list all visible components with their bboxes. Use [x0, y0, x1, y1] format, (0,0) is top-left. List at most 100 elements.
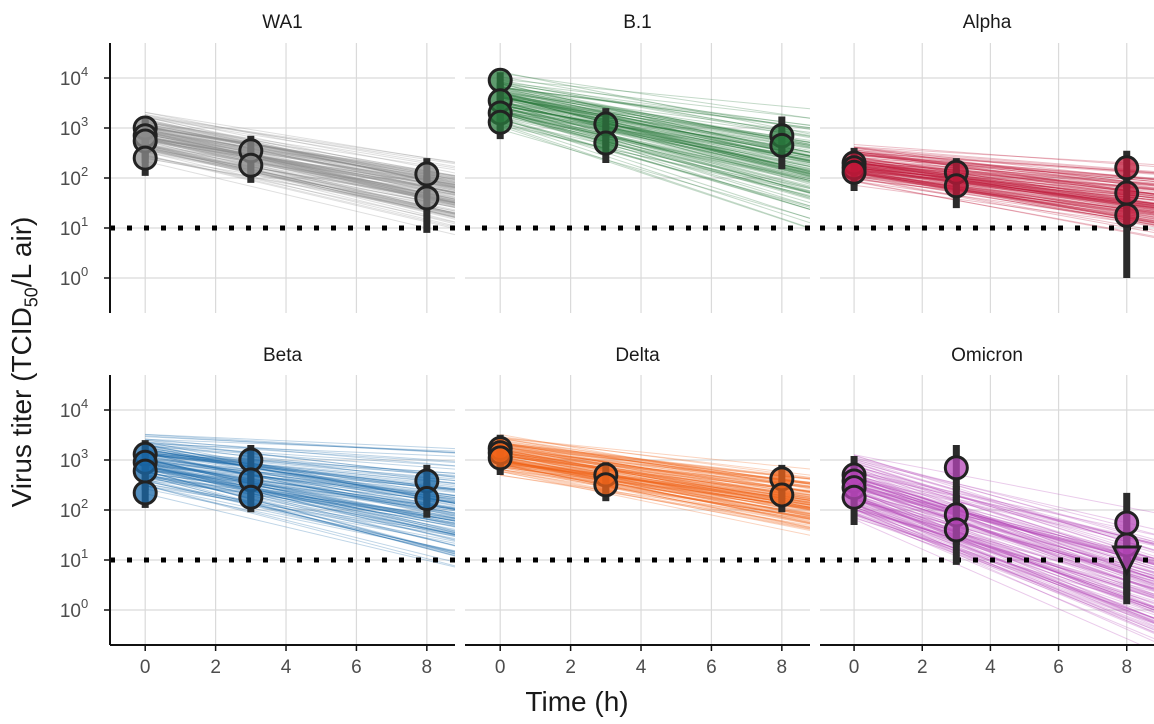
fit-line — [853, 465, 1154, 568]
fit-line — [500, 96, 810, 157]
fit-line — [853, 490, 1154, 574]
fit-line — [854, 146, 1154, 189]
x-tick-label: 8 — [1121, 657, 1132, 678]
fit-line — [854, 172, 1154, 217]
fit-line — [145, 450, 455, 490]
data-point — [943, 517, 969, 543]
fit-line — [500, 459, 810, 507]
fit-line — [145, 126, 455, 176]
fit-line — [854, 161, 1154, 195]
fit-line — [853, 478, 1154, 586]
fit-line — [853, 482, 1154, 592]
fit-line — [853, 470, 1154, 561]
fit-line — [500, 463, 810, 528]
x-tick-label: 8 — [777, 657, 788, 678]
fit-line — [500, 109, 810, 181]
fit-line — [145, 483, 455, 544]
fit-line — [854, 161, 1154, 202]
data-point — [414, 485, 440, 511]
fit-line — [145, 133, 455, 196]
fit-line — [500, 95, 810, 164]
fit-line — [145, 144, 455, 216]
fit-line — [854, 170, 1154, 201]
fit-line — [500, 444, 810, 480]
fit-line — [145, 469, 455, 503]
fit-line — [853, 503, 1154, 621]
fit-line — [500, 465, 810, 515]
fit-line — [854, 160, 1154, 191]
data-point — [593, 472, 619, 498]
fit-line — [853, 474, 1154, 564]
data-point — [1114, 510, 1140, 536]
fit-line — [500, 89, 810, 148]
fit-line — [145, 138, 455, 206]
fit-line — [145, 475, 455, 557]
fit-line — [853, 460, 1154, 551]
fit-line — [145, 122, 455, 190]
fit-line — [500, 108, 810, 164]
fit-line — [853, 497, 1154, 610]
fit-line — [500, 113, 810, 180]
fit-line — [854, 156, 1154, 181]
fit-line — [854, 173, 1154, 220]
fit-line — [500, 450, 810, 510]
fit-line — [145, 439, 455, 462]
fit-line — [145, 144, 455, 220]
fit-line — [500, 464, 810, 525]
fit-line — [853, 171, 1154, 226]
fit-line — [853, 487, 1154, 565]
fit-line — [500, 458, 810, 516]
fit-line — [145, 457, 455, 532]
fit-line — [853, 486, 1154, 562]
fit-line — [500, 454, 810, 507]
fit-line — [853, 516, 1154, 625]
fit-line — [145, 477, 455, 524]
fit-line — [500, 124, 810, 194]
fit-line — [854, 147, 1154, 186]
x-tick-label: 0 — [140, 657, 151, 678]
fit-line — [500, 94, 810, 158]
fit-line — [145, 466, 455, 520]
fit-line — [500, 454, 810, 492]
fit-line — [145, 150, 455, 207]
fit-line — [500, 445, 810, 484]
fit-line — [853, 472, 1154, 542]
fit-line — [500, 439, 810, 489]
fit-line — [853, 457, 1154, 540]
fit-line — [500, 455, 810, 517]
fit-line — [145, 140, 455, 214]
fit-line — [854, 167, 1154, 207]
fit-line — [853, 502, 1154, 631]
fit-line — [500, 445, 810, 506]
fit-line — [145, 464, 455, 497]
fit-line — [853, 484, 1154, 592]
fit-line — [854, 168, 1154, 206]
fit-line — [145, 445, 455, 510]
fit-line — [853, 490, 1154, 608]
fit-line — [145, 149, 455, 219]
fit-line — [500, 449, 810, 484]
fit-line — [145, 459, 455, 527]
fit-line — [145, 453, 455, 497]
fit-line — [145, 475, 455, 540]
fit-line — [500, 440, 810, 484]
fit-line — [854, 157, 1154, 195]
fit-line — [500, 123, 810, 196]
fit-line — [853, 491, 1154, 590]
fit-line — [145, 126, 455, 191]
fit-line — [854, 156, 1154, 204]
fit-line — [145, 127, 455, 178]
fit-line — [853, 511, 1154, 619]
fit-line — [500, 106, 810, 194]
fit-line — [853, 484, 1154, 559]
fit-line — [854, 151, 1154, 188]
fit-line — [853, 480, 1154, 562]
fit-line — [853, 490, 1154, 613]
fit-line — [854, 159, 1154, 199]
fit-line — [145, 126, 455, 184]
fit-line — [500, 460, 810, 515]
fit-line — [500, 462, 810, 509]
fit-line — [854, 165, 1154, 196]
fit-line — [145, 488, 455, 553]
